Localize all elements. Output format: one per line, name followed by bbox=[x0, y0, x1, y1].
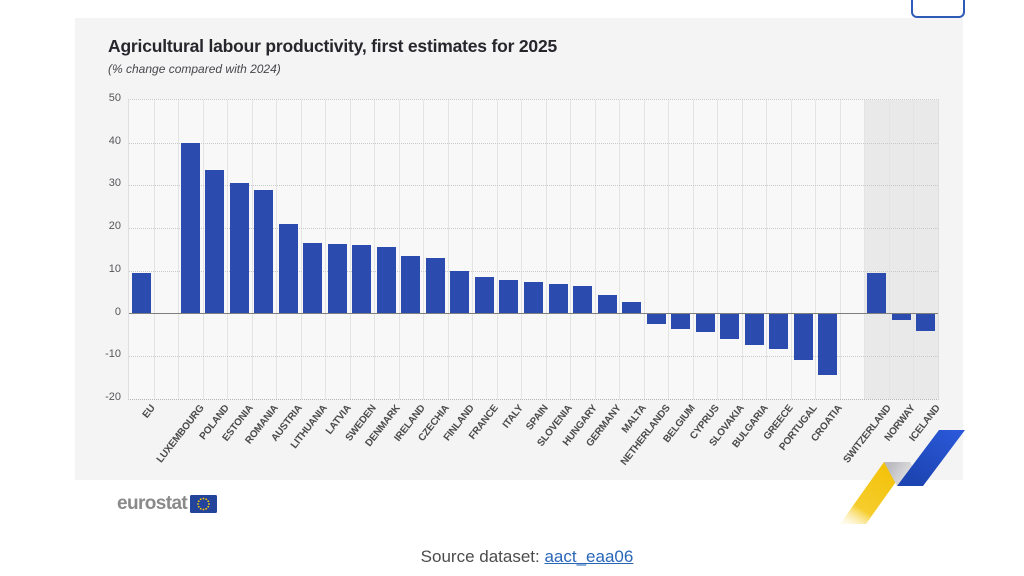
bar-austria bbox=[278, 223, 298, 314]
gridline-y-30 bbox=[129, 185, 938, 187]
column-separator bbox=[717, 100, 719, 399]
column-separator bbox=[913, 100, 915, 399]
bar-finland bbox=[450, 270, 470, 314]
bar-spain bbox=[524, 282, 543, 314]
column-separator bbox=[692, 100, 694, 399]
bar-luxembourg bbox=[180, 142, 200, 314]
eu-flag-stars bbox=[197, 497, 211, 511]
column-separator bbox=[276, 100, 278, 399]
column-separator bbox=[227, 100, 229, 399]
top-right-partial-button[interactable] bbox=[911, 0, 965, 18]
column-separator bbox=[545, 100, 547, 399]
column-separator bbox=[202, 100, 204, 399]
highlight-region-non-eu bbox=[864, 100, 938, 399]
bar-bulgaria bbox=[744, 313, 764, 346]
column-separator bbox=[472, 100, 474, 399]
column-separator bbox=[888, 100, 890, 399]
gridline-y-40 bbox=[129, 142, 938, 144]
column-separator bbox=[594, 100, 596, 399]
bar-estonia bbox=[229, 183, 249, 314]
y-tick-label-40: 40 bbox=[108, 134, 121, 147]
column-separator bbox=[447, 100, 449, 399]
column-separator bbox=[496, 100, 498, 399]
bar-france bbox=[474, 277, 494, 314]
eurostat-logo-text: eurostat bbox=[117, 493, 188, 514]
y-tick-label-10: 10 bbox=[108, 262, 121, 275]
bar-germany bbox=[597, 295, 617, 314]
bar-slovakia bbox=[720, 313, 740, 340]
y-tick-label-20: 20 bbox=[108, 220, 121, 233]
column-separator bbox=[398, 100, 400, 399]
y-tick-label--20: -20 bbox=[105, 390, 121, 403]
bar-malta bbox=[622, 301, 642, 314]
zigzag-blue-band bbox=[897, 430, 965, 486]
column-separator bbox=[325, 100, 327, 399]
bar-sweden bbox=[352, 245, 372, 314]
source-dataset-label: Source dataset: bbox=[420, 547, 540, 566]
column-separator bbox=[349, 100, 351, 399]
gridline-y-10 bbox=[129, 270, 938, 272]
bar-chart-plot bbox=[128, 99, 939, 400]
bar-greece bbox=[769, 313, 789, 350]
eurostat-zigzag-graphic bbox=[840, 430, 965, 524]
column-separator bbox=[374, 100, 376, 399]
eu-flag-icon bbox=[190, 495, 218, 513]
bar-czechia bbox=[425, 257, 445, 314]
bar-norway bbox=[891, 313, 911, 320]
eurostat-logo: eurostat bbox=[117, 492, 218, 516]
bar-italy bbox=[499, 280, 519, 314]
bar-iceland bbox=[916, 313, 936, 332]
chart-subtitle: (% change compared with 2024) bbox=[108, 62, 281, 76]
bar-switzerland bbox=[867, 273, 887, 314]
column-separator bbox=[643, 100, 645, 399]
column-separator bbox=[251, 100, 253, 399]
bar-lithuania bbox=[303, 243, 323, 314]
bar-slovenia bbox=[548, 283, 568, 314]
column-separator bbox=[423, 100, 425, 399]
column-separator bbox=[839, 100, 841, 399]
bar-ireland bbox=[401, 255, 421, 314]
y-tick-label--10: -10 bbox=[105, 348, 121, 361]
column-separator bbox=[790, 100, 792, 399]
column-separator bbox=[741, 100, 743, 399]
column-separator bbox=[864, 100, 866, 399]
source-dataset-link[interactable]: aact_eaa06 bbox=[544, 547, 634, 566]
y-tick-label-0: 0 bbox=[114, 305, 121, 318]
column-separator bbox=[178, 100, 180, 399]
bar-latvia bbox=[327, 243, 347, 314]
column-separator bbox=[619, 100, 621, 399]
chart-title: Agricultural labour productivity, first … bbox=[108, 36, 558, 56]
column-separator bbox=[815, 100, 817, 399]
y-tick-label-30: 30 bbox=[108, 177, 121, 190]
column-separator bbox=[300, 100, 302, 399]
bar-eu bbox=[131, 272, 151, 314]
bar-portugal bbox=[793, 313, 813, 360]
y-tick-label-50: 50 bbox=[108, 91, 121, 104]
column-separator bbox=[766, 100, 768, 399]
bar-poland bbox=[205, 170, 225, 314]
bar-denmark bbox=[376, 247, 396, 314]
column-separator bbox=[570, 100, 572, 399]
gridline-y--10 bbox=[129, 356, 938, 358]
bar-belgium bbox=[671, 313, 691, 329]
column-separator bbox=[521, 100, 523, 399]
bar-croatia bbox=[818, 313, 838, 376]
column-separator bbox=[668, 100, 670, 399]
bar-romania bbox=[254, 189, 274, 314]
bar-hungary bbox=[573, 285, 593, 314]
zero-axis-line bbox=[129, 312, 938, 315]
bar-cyprus bbox=[695, 313, 715, 333]
gridline-y-20 bbox=[129, 228, 938, 230]
source-dataset-line: Source dataset: aact_eaa06 bbox=[0, 547, 1024, 567]
column-separator bbox=[153, 100, 155, 399]
bar-netherlands bbox=[646, 313, 666, 325]
